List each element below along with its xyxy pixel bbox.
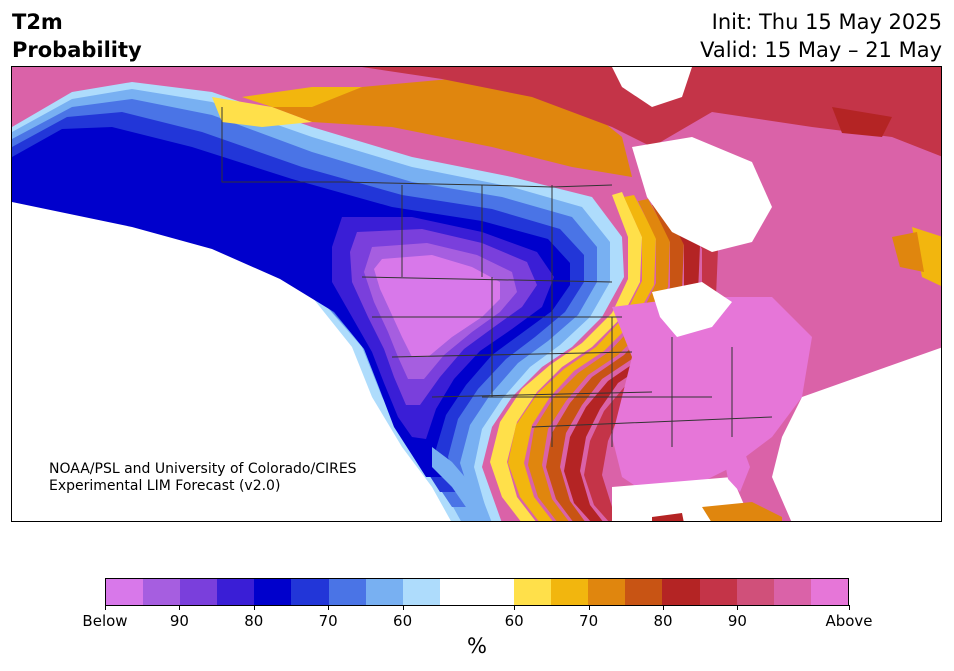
colorbar-tick-mark: [179, 605, 181, 610]
cold-core: [374, 255, 500, 357]
arctic-amber: [272, 77, 632, 177]
probability-map: [12, 67, 941, 521]
colorbar-tick-mark: [402, 605, 404, 610]
colorbar-swatch: [736, 579, 774, 605]
colorbar-swatch: [810, 579, 848, 605]
colorbar-tick-mark: [737, 605, 739, 610]
colorbar-tick-mark: [849, 605, 850, 610]
colorbar-tick-label: 60: [504, 612, 524, 630]
colorbar-swatch: [217, 579, 255, 605]
colorbar-swatch: [662, 579, 700, 605]
arctic-gold: [242, 87, 362, 107]
colorbar-swatch: [625, 579, 663, 605]
colorbar-swatch: [254, 579, 292, 605]
colorbar-tick-mark: [105, 605, 106, 610]
hudson-bay: [632, 137, 772, 252]
warm-amber: [528, 199, 670, 521]
atlantic-ocean: [772, 347, 941, 521]
colorbar-tick-mark: [328, 605, 330, 610]
colorbar-swatch: [365, 579, 403, 605]
colorbar-swatch: [476, 579, 515, 605]
borders: [221, 107, 773, 447]
init-date: Init: Thu 15 May 2025: [711, 10, 942, 34]
title-type: Probability: [12, 38, 142, 62]
warm-gold: [508, 195, 656, 521]
forecast-dates: Init: Thu 15 May 2025 Valid: 15 May – 21…: [700, 8, 942, 64]
colorbar-swatch: [291, 579, 329, 605]
title-variable: T2m: [12, 10, 63, 34]
colorbar-swatch: [699, 579, 737, 605]
colorbar-tick-mark: [663, 605, 664, 610]
yucatan: [652, 513, 684, 521]
credit-line-2: Experimental LIM Forecast (v2.0): [49, 478, 281, 494]
colorbar-tick-mark: [253, 605, 255, 610]
colorbar-tick-label: 90: [169, 612, 189, 630]
colorbar-tick-mark: [588, 605, 590, 610]
credit-line-1: NOAA/PSL and University of Colorado/CIRE…: [49, 461, 357, 477]
labrador-amber: [892, 232, 924, 272]
map-title: T2m Probability: [12, 8, 142, 64]
map-panel: NOAA/PSL and University of Colorado/CIRE…: [11, 66, 942, 522]
colorbar-swatch: [328, 579, 366, 605]
probability-colorbar: [105, 578, 849, 606]
newfoundland-gold: [912, 227, 941, 287]
colorbar-swatch: [588, 579, 626, 605]
colorbar-swatch: [402, 579, 440, 605]
colorbar-swatch: [551, 579, 589, 605]
great-lakes: [652, 282, 732, 337]
colorbar-swatch: [143, 579, 181, 605]
warm-orange: [546, 203, 684, 521]
valid-range: Valid: 15 May – 21 May: [700, 38, 942, 62]
colorbar-tick-label: Below: [82, 612, 128, 630]
arctic-water: [612, 67, 692, 107]
colorbar-tick-mark: [514, 605, 516, 610]
cuba: [702, 502, 782, 521]
colorbar-swatch: [180, 579, 218, 605]
colorbar-tick-label: 80: [244, 612, 264, 630]
colorbar-tick-label: 70: [318, 612, 338, 630]
colorbar-tick-label: 70: [579, 612, 599, 630]
colorbar-swatch: [514, 579, 552, 605]
colorbar-swatch: [439, 579, 477, 605]
greenland-red: [832, 107, 892, 137]
colorbar-tick-label: Above: [825, 612, 873, 630]
colorbar-tick-label: 90: [727, 612, 747, 630]
florida: [722, 445, 750, 492]
baja-blue: [432, 447, 492, 521]
colorbar-tick-label: 80: [653, 612, 673, 630]
warm-yellow: [490, 192, 642, 521]
colorbar-swatch: [773, 579, 811, 605]
arctic-crimson: [362, 67, 941, 157]
arctic-yellow: [212, 97, 312, 127]
colorbar-unit: %: [467, 634, 487, 658]
colorbar-tick-label: 60: [393, 612, 413, 630]
colorbar-swatch: [106, 579, 144, 605]
credit-note: NOAA/PSL and University of Colorado/CIRE…: [49, 461, 357, 495]
